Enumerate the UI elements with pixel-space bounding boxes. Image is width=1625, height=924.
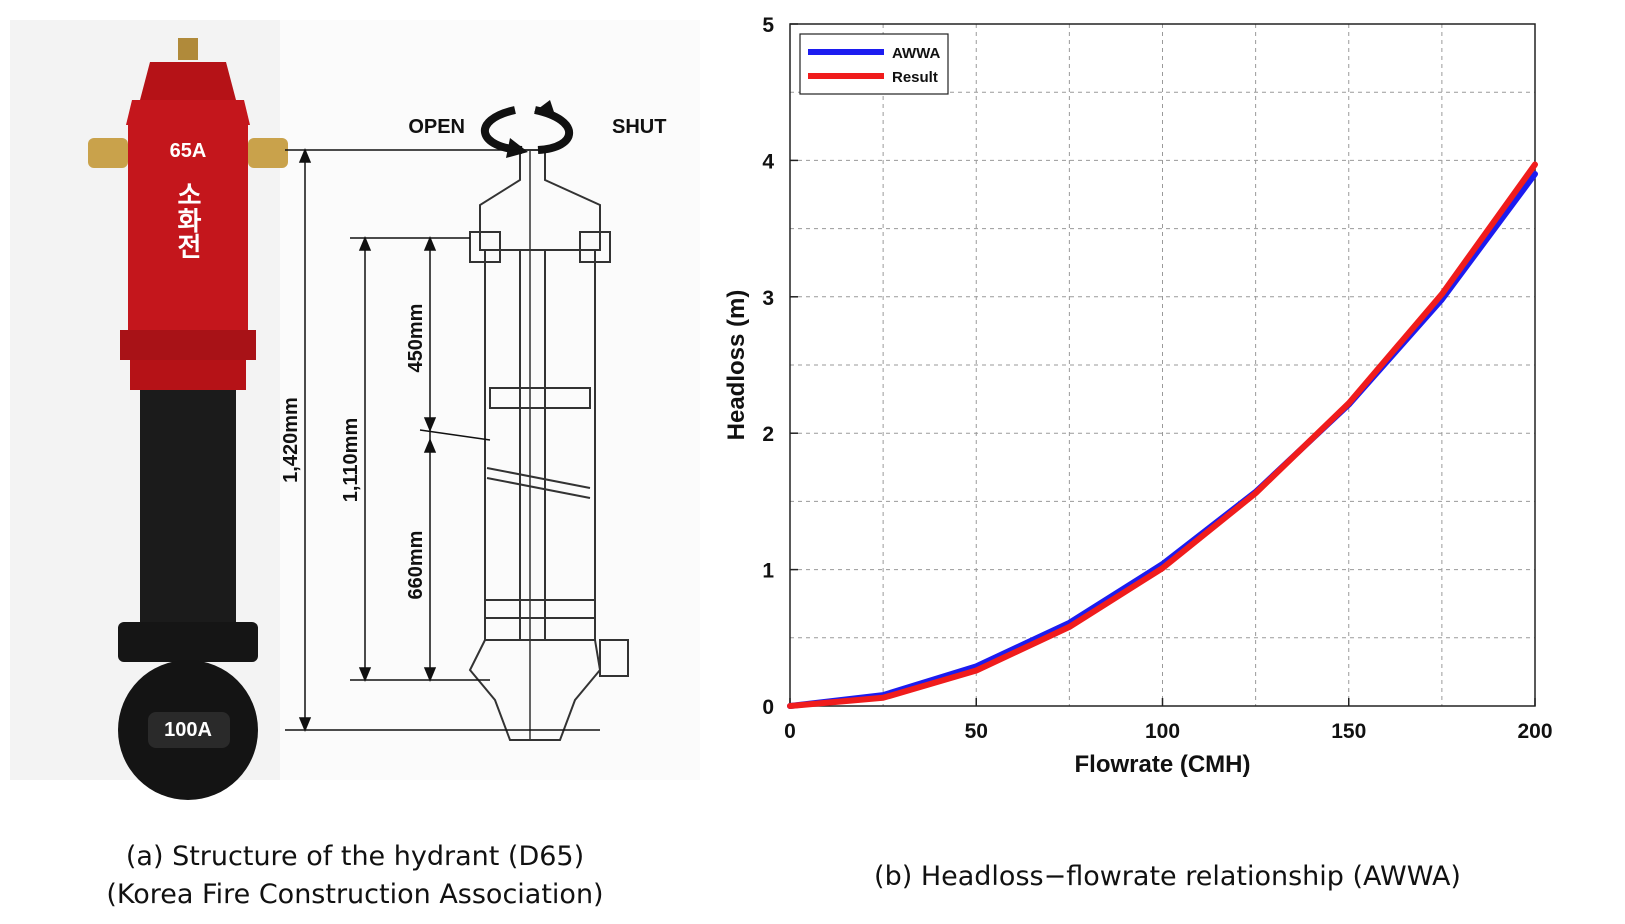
caption-a: (a) Structure of the hydrant (D65) (Kore…	[0, 838, 710, 914]
y-tick-label: 4	[762, 150, 774, 173]
caption-b: (b) Headloss−flowrate relationship (AWWA…	[874, 861, 1461, 892]
panel-hydrant-structure: 65A 100A 소화전 OPEN SHUT	[0, 0, 710, 924]
dim-lower-label: 660mm	[405, 531, 427, 600]
series	[787, 161, 1538, 709]
left-outlet	[88, 138, 128, 168]
dim-upper-label: 450mm	[405, 304, 427, 373]
legend: AWWA Result	[799, 33, 949, 95]
x-tick-label: 100	[1145, 720, 1180, 743]
headloss-chart: 0 50 100 150 200 0 1 2 3 4 5 AWWA Result Flowrate (…	[723, 14, 1553, 778]
y-axis-label: Headloss (m)	[723, 290, 750, 441]
hydrant-korean-label: 소화전	[173, 181, 203, 259]
panel-headloss-chart: 0 50 100 150 200 0 1 2 3 4 5 AWWA Result Flowrate (…	[710, 0, 1625, 924]
x-tick-label: 50	[965, 720, 988, 743]
legend-box	[799, 33, 949, 95]
hydrant-drawing	[468, 149, 629, 741]
right-outlet	[248, 138, 288, 168]
x-tick-label: 0	[784, 720, 796, 743]
y-tick-label: 3	[762, 287, 774, 310]
legend-entry: AWWA	[892, 45, 940, 62]
caption-a-line2: (Korea Fire Construction Association)	[106, 879, 604, 910]
series-line-result	[787, 161, 1538, 709]
shut-label: SHUT	[612, 116, 666, 138]
x-tick-label: 150	[1331, 720, 1366, 743]
y-tick-label: 0	[762, 696, 774, 719]
axis-ticks: 0 50 100 150 200 0 1 2 3 4 5	[762, 14, 1552, 743]
x-tick-label: 200	[1517, 720, 1552, 743]
x-axis-label: Flowrate (CMH)	[1075, 751, 1251, 778]
y-tick-label: 2	[762, 423, 774, 446]
caption-a-line1: (a) Structure of the hydrant (D65)	[125, 841, 585, 872]
hydrant-red-body	[128, 125, 248, 335]
legend-entry: Result	[892, 69, 938, 86]
size-label-top: 65A	[170, 140, 207, 162]
y-tick-label: 1	[762, 560, 774, 583]
size-label-base: 100A	[164, 719, 212, 741]
dim-mid-label: 1,110mm	[340, 418, 362, 503]
hydrant-photo: 65A 100A 소화전	[88, 38, 288, 800]
hydrant-black-body	[140, 390, 236, 630]
rotation-arrows: OPEN SHUT	[408, 100, 666, 158]
hydrant-figure: 65A 100A 소화전 OPEN SHUT	[10, 20, 700, 800]
y-tick-label: 5	[762, 14, 774, 37]
dim-total-label: 1,420mm	[280, 397, 302, 483]
dimension-lines	[285, 148, 600, 732]
open-label: OPEN	[408, 116, 465, 138]
grid	[790, 24, 1535, 706]
